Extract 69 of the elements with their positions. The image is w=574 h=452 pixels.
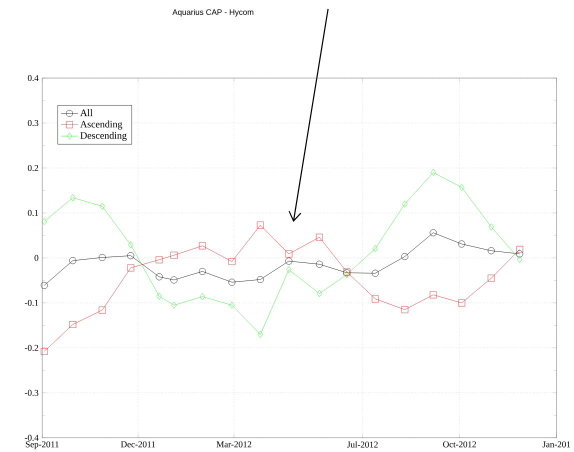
y-tick-label: -0.2 [24, 344, 38, 351]
point [401, 252, 408, 260]
point [170, 276, 178, 284]
point [285, 250, 292, 258]
point [316, 290, 322, 297]
point [458, 240, 466, 248]
x-tick-label: Jan-201 [542, 441, 570, 448]
point [42, 218, 47, 225]
point [258, 330, 264, 338]
x-tick-label: Dec-2011 [120, 441, 155, 448]
point [516, 250, 524, 258]
point [128, 241, 134, 248]
point [256, 221, 264, 228]
point [458, 299, 466, 306]
point [401, 306, 408, 313]
point [69, 320, 76, 328]
point [316, 234, 323, 240]
point [517, 256, 522, 263]
x-tick-label: Mar-2012 [216, 441, 252, 448]
point [430, 291, 437, 298]
point [488, 274, 495, 282]
point [228, 258, 236, 265]
point [430, 168, 436, 176]
point [156, 256, 163, 263]
point [372, 244, 378, 252]
legend-label: Descending [80, 132, 127, 141]
point [98, 254, 106, 261]
x-tick-label: Sep-2011 [26, 441, 59, 449]
point [488, 247, 495, 254]
point [170, 252, 178, 258]
point [40, 348, 48, 355]
point [198, 242, 206, 250]
point [430, 229, 437, 236]
point [285, 257, 292, 264]
point [198, 268, 206, 275]
point [286, 266, 292, 273]
y-tick-label: -0.1 [24, 300, 38, 306]
point [127, 264, 134, 272]
point [127, 252, 134, 259]
point [372, 295, 379, 302]
point [402, 200, 408, 208]
point [156, 273, 163, 280]
point [98, 306, 106, 314]
legend-label: All [80, 108, 93, 116]
legend-label: Ascending [80, 120, 122, 130]
point [229, 301, 235, 308]
y-tick-label: 0.1 [28, 210, 38, 216]
x-tick-label: Oct-2012 [443, 441, 476, 448]
y-tick-label: 0.4 [28, 74, 39, 81]
y-tick-label: 0 [34, 254, 38, 261]
point [256, 276, 264, 283]
point [171, 301, 177, 308]
point [200, 292, 206, 300]
y-tick-label: -0.3 [24, 390, 38, 396]
point [228, 278, 236, 286]
point [516, 246, 524, 253]
point [156, 292, 162, 300]
point [316, 260, 323, 268]
point [40, 282, 48, 289]
point [100, 202, 105, 210]
point [488, 223, 494, 230]
y-tick-label: 0.2 [28, 164, 38, 171]
point [372, 270, 379, 276]
point [459, 184, 464, 191]
y-tick-label: 0.3 [28, 120, 38, 126]
point [70, 194, 76, 201]
y-tick-label: -0.4 [24, 434, 39, 441]
point [69, 256, 76, 264]
x-tick-label: Jul-2012 [347, 441, 378, 448]
